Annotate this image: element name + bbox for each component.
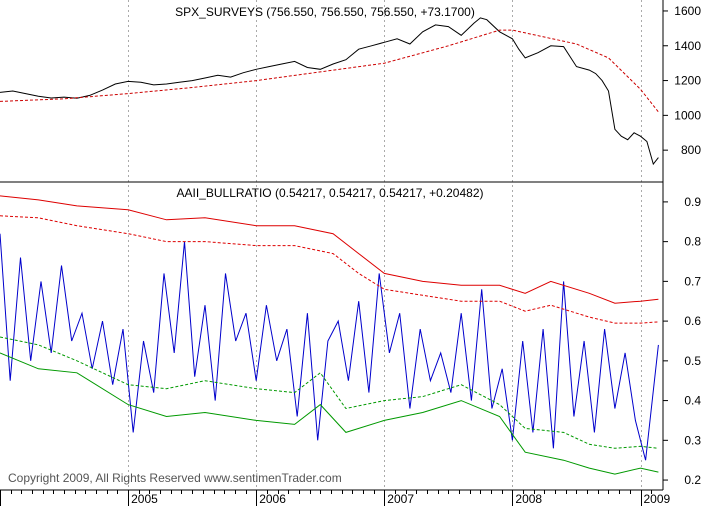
aaii-y-tick-label: 0.9 bbox=[684, 195, 701, 209]
copyright-footer: Copyright 2009, All Rights Reserved www.… bbox=[8, 471, 342, 485]
x-tick-label-2008: 2008 bbox=[515, 492, 542, 506]
aaii-y-tick-label: 0.2 bbox=[684, 473, 701, 487]
spx-panel-title: SPX_SURVEYS (756.550, 756.550, 756.550, … bbox=[175, 5, 475, 19]
aaii-y-tick-label: 0.6 bbox=[684, 314, 701, 328]
aaii-series-line-3 bbox=[0, 336, 659, 449]
aaii-series-line-4 bbox=[0, 352, 659, 475]
aaii-series-line-2 bbox=[0, 215, 659, 324]
x-tick-label-2006: 2006 bbox=[259, 492, 286, 506]
aaii-series-line-1 bbox=[0, 195, 659, 304]
spx-y-tick-label: 1600 bbox=[674, 4, 701, 18]
aaii-series-layer bbox=[0, 195, 659, 475]
spx-y-tick-label: 800 bbox=[681, 143, 701, 157]
aaii-panel-title: AAII_BULLRATIO (0.54217, 0.54217, 0.5421… bbox=[177, 186, 484, 200]
aaii-y-tick-label: 0.5 bbox=[684, 354, 701, 368]
spx-panel: 800 1000 1200 1400 1600 SPX_SURVEYS (756.550… bbox=[0, 4, 701, 166]
spx-y-tick-label: 1200 bbox=[674, 74, 701, 88]
x-tick-label-2005: 2005 bbox=[131, 492, 158, 506]
x-tick-label-2009: 2009 bbox=[644, 492, 671, 506]
spx-y-tick-label: 1400 bbox=[674, 39, 701, 53]
aaii-y-tick-label: 0.4 bbox=[684, 394, 701, 408]
spx-series-layer bbox=[0, 17, 659, 166]
x-tick-label-2007: 2007 bbox=[387, 492, 414, 506]
spx-y-axis: 800 1000 1200 1400 1600 bbox=[663, 4, 701, 157]
aaii-y-axis: 0.2 0.3 0.4 0.5 0.6 0.7 0.8 0.9 bbox=[663, 195, 701, 487]
aaii-y-tick-label: 0.3 bbox=[684, 433, 701, 447]
aaii-series-line-0 bbox=[0, 233, 659, 461]
aaii-y-tick-label: 0.8 bbox=[684, 235, 701, 249]
aaii-y-tick-label: 0.7 bbox=[684, 274, 701, 288]
aaii-panel: 0.2 0.3 0.4 0.5 0.6 0.7 0.8 0.9 AAII_BULLRATIO … bbox=[0, 186, 701, 487]
x-axis: 2005 2006 2007 2008 2009 bbox=[0, 490, 671, 506]
spx-series-line-0 bbox=[0, 17, 659, 166]
spx-y-tick-label: 1000 bbox=[674, 108, 701, 122]
